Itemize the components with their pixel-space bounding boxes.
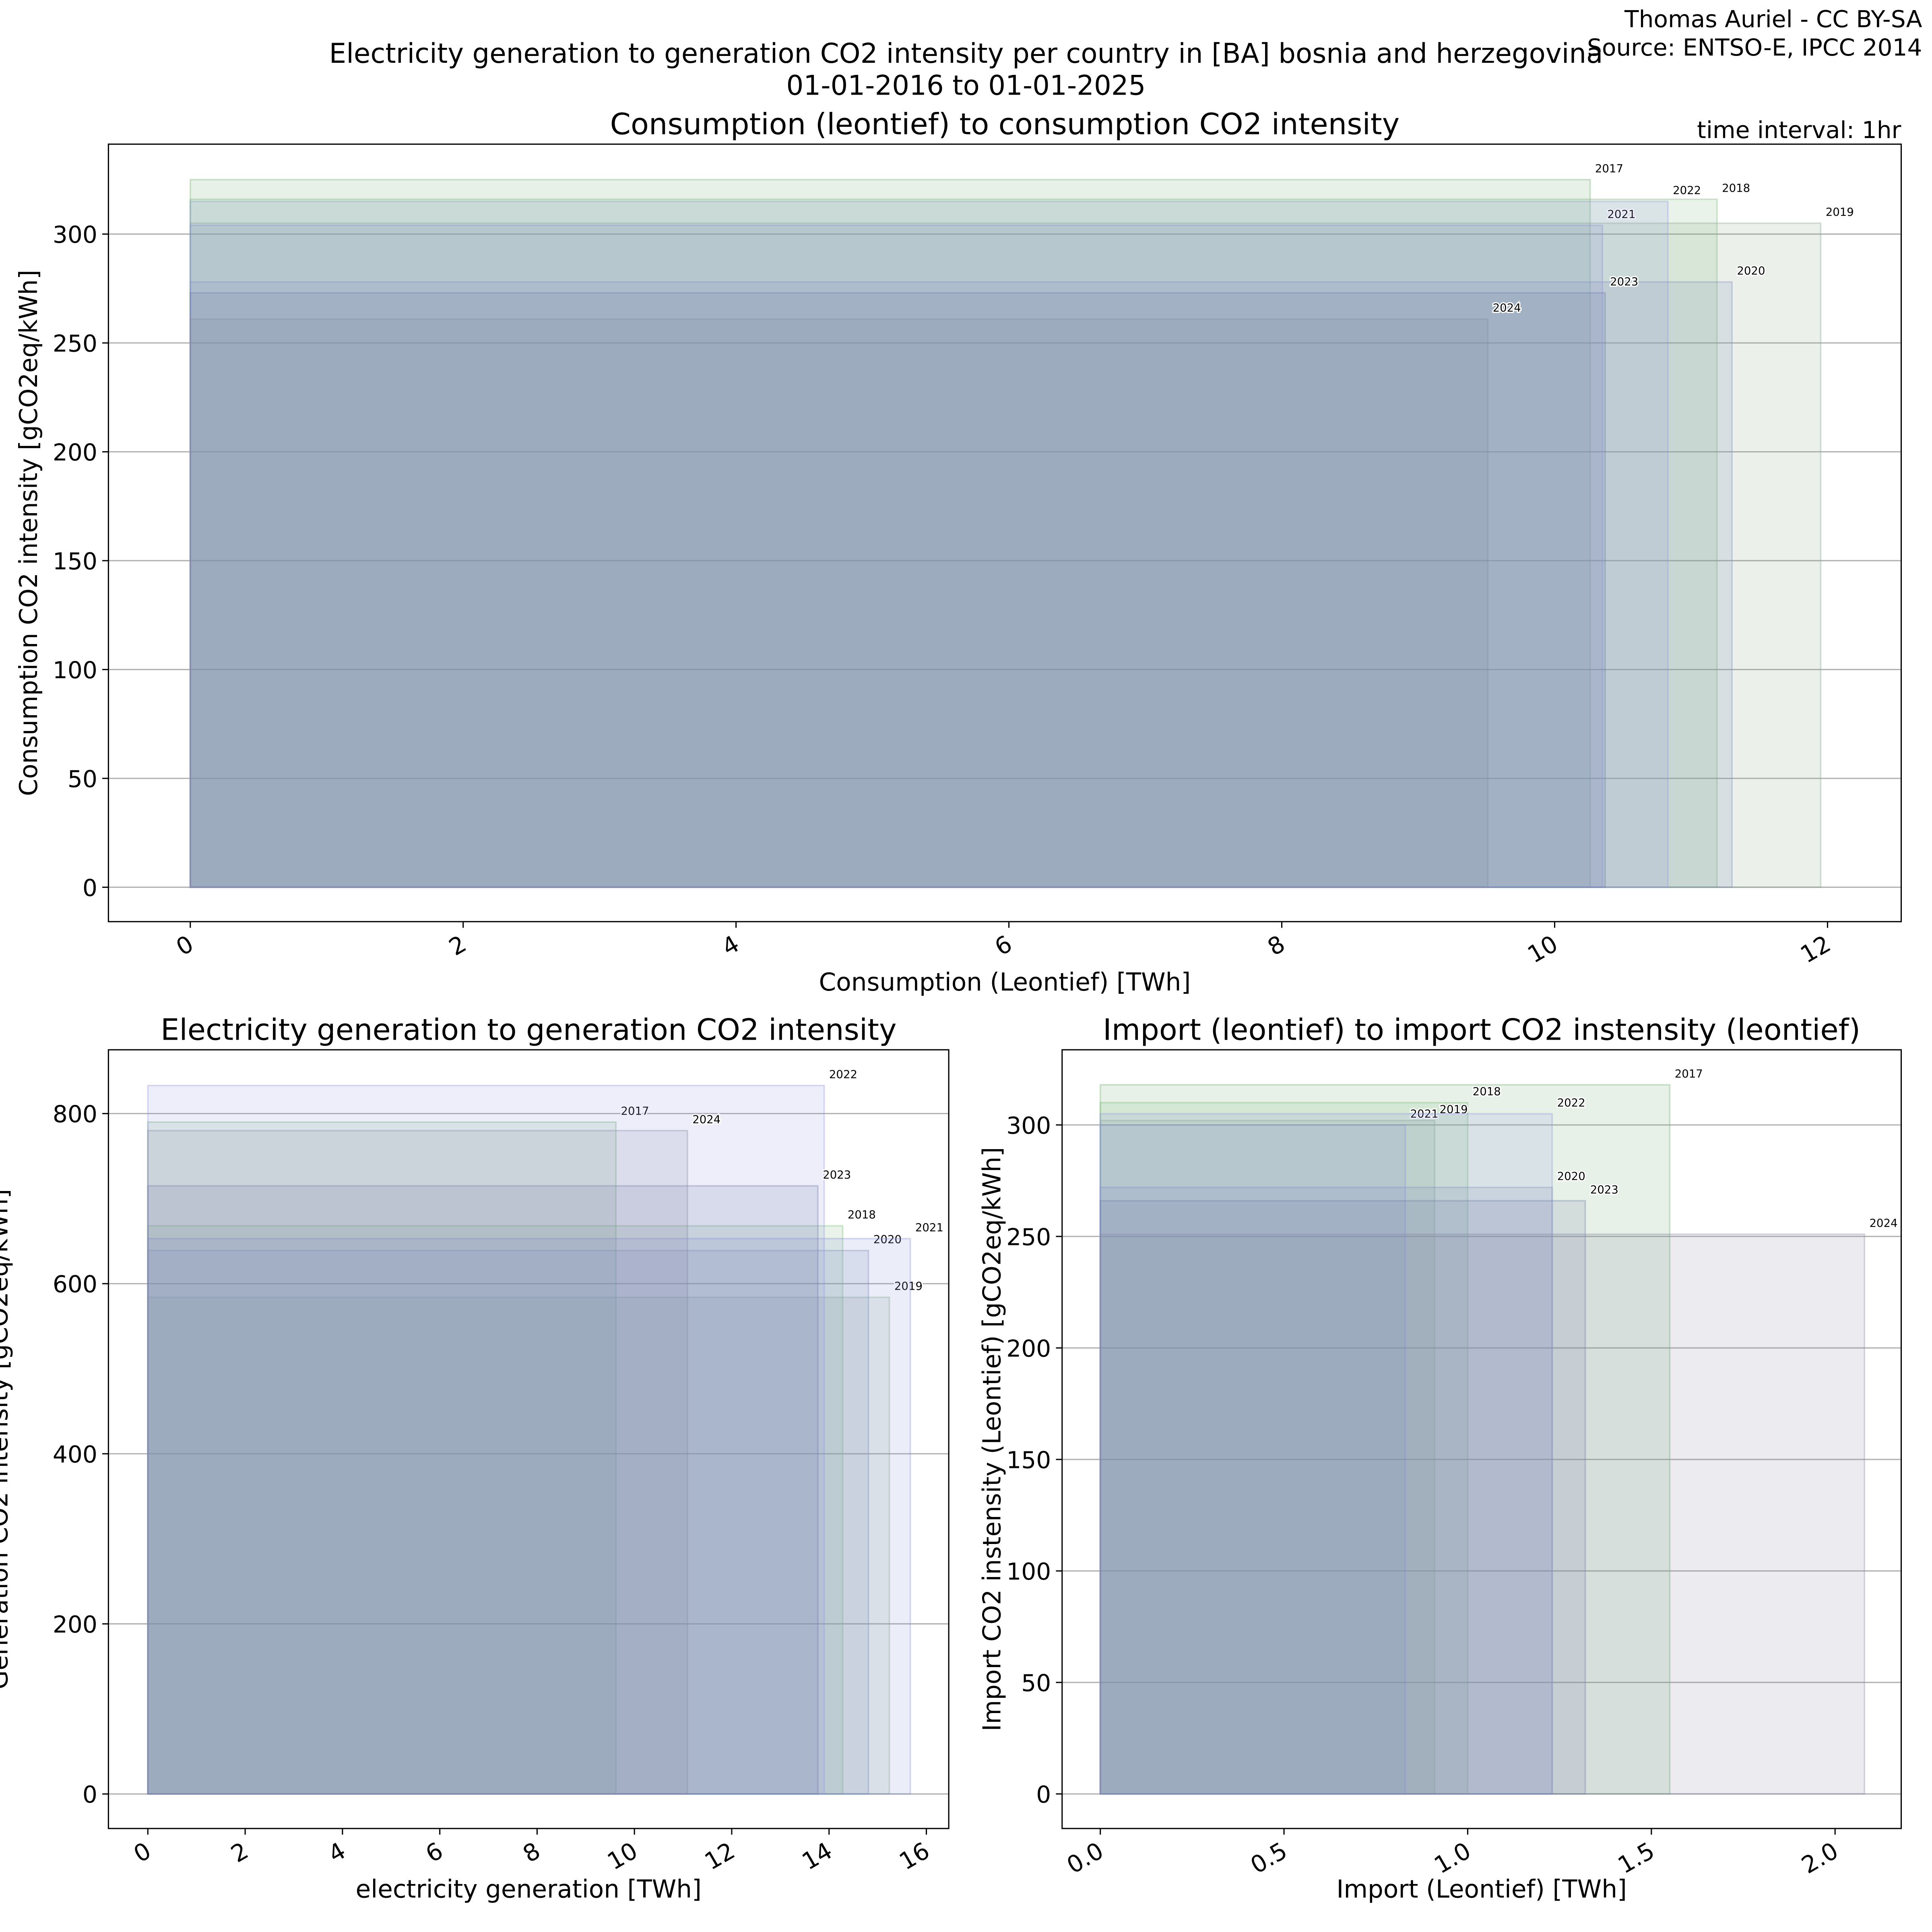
y-axis-label: Generation CO2 intensity [gCO2eq/kWh] — [0, 1189, 13, 1690]
bar-2024 — [1099, 1233, 1866, 1795]
bar-2018 — [1099, 1102, 1469, 1795]
y-axis-label: Consumption CO2 intensity [gCO2eq/kWh] — [14, 270, 43, 796]
bar-2019 — [1099, 1119, 1436, 1795]
bar-2023 — [189, 292, 1606, 888]
chart-title: Consumption (leontief) to consumption CO… — [610, 107, 1400, 142]
bar-2023 — [1099, 1200, 1586, 1795]
bar-label-2019: 2019 — [894, 1280, 923, 1293]
bar-label-2017: 2017 — [1675, 1067, 1703, 1080]
bar-2020 — [147, 1250, 869, 1795]
bar-label-2021: 2021 — [1607, 208, 1635, 221]
bar-2021 — [189, 225, 1603, 888]
suptitle-line2: 01-01-2016 to 01-01-2025 — [786, 70, 1146, 101]
bar-2019 — [147, 1296, 890, 1795]
bar-label-2022: 2022 — [1673, 184, 1701, 197]
y-tick-label: 100 — [1006, 1558, 1051, 1585]
suptitle-line1: Electricity generation to generation CO2… — [329, 37, 1603, 69]
axes-frame — [107, 1049, 949, 1829]
x-axis-label: electricity generation [TWh] — [356, 1875, 702, 1903]
bar-2022 — [189, 200, 1669, 888]
credit-text: Thomas Auriel - CC BY-SA — [1624, 5, 1922, 33]
bar-2018 — [189, 198, 1718, 888]
bar-label-2020: 2020 — [1737, 264, 1765, 277]
bar-label-2024: 2024 — [692, 1113, 720, 1126]
y-tick-label: 0 — [83, 874, 97, 902]
y-tick-label: 150 — [53, 547, 97, 575]
y-tick-label: 0 — [1036, 1781, 1051, 1808]
y-tick-label: 200 — [53, 1611, 97, 1638]
bar-label-2017: 2017 — [621, 1104, 649, 1117]
chart-title: Import (leontief) to import CO2 instensi… — [1103, 1013, 1860, 1047]
bar-label-2020: 2020 — [873, 1233, 902, 1246]
bar-label-2024: 2024 — [1493, 301, 1521, 314]
y-tick-label: 250 — [53, 330, 97, 357]
bar-label-2021: 2021 — [915, 1221, 943, 1234]
y-tick-label: 150 — [1006, 1446, 1051, 1474]
bar-label-2023: 2023 — [1610, 275, 1638, 288]
y-tick-label: 300 — [1006, 1112, 1051, 1139]
bar-label-2018: 2018 — [1722, 182, 1750, 195]
bar-label-2021: 2021 — [1410, 1108, 1439, 1121]
y-axis-label: Import CO2 instensity (Leontief) [gCO2eq… — [978, 1147, 1007, 1732]
axes-frame — [1061, 1049, 1902, 1829]
chart-title: Electricity generation to generation CO2… — [161, 1013, 897, 1047]
y-tick-label: 100 — [53, 656, 97, 684]
bar-label-2023: 2023 — [823, 1168, 851, 1181]
bar-2020 — [1099, 1187, 1553, 1795]
bar-label-2023: 2023 — [1590, 1183, 1618, 1196]
bar-label-2019: 2019 — [1826, 206, 1854, 219]
y-tick-label: 0 — [83, 1781, 97, 1808]
bar-2019 — [189, 222, 1822, 888]
bar-2017 — [1099, 1084, 1671, 1795]
bar-2022 — [147, 1085, 825, 1795]
bar-label-2022: 2022 — [829, 1068, 857, 1081]
source-text: Source: ENTSO-E, IPCC 2014 — [1587, 34, 1922, 61]
bar-2022 — [1099, 1113, 1553, 1795]
y-tick-label: 400 — [53, 1441, 97, 1468]
bar-2024 — [147, 1130, 688, 1795]
y-tick-label: 50 — [68, 765, 97, 793]
bar-label-2017: 2017 — [1595, 162, 1623, 175]
y-tick-label: 200 — [1006, 1335, 1051, 1362]
bar-2023 — [147, 1185, 819, 1795]
x-axis-label: Consumption (Leontief) [TWh] — [819, 968, 1191, 997]
bar-2017 — [147, 1121, 617, 1795]
bar-label-2024: 2024 — [1869, 1217, 1897, 1230]
time-interval-text: time interval: 1hr — [1697, 116, 1901, 144]
bar-2018 — [147, 1225, 844, 1795]
bar-2020 — [189, 281, 1733, 888]
y-tick-label: 600 — [53, 1271, 97, 1298]
y-tick-label: 50 — [1021, 1669, 1051, 1697]
bar-2024 — [189, 318, 1489, 888]
bar-2021 — [147, 1238, 911, 1795]
y-tick-label: 800 — [53, 1100, 97, 1128]
bar-2017 — [189, 179, 1591, 888]
y-tick-label: 300 — [53, 221, 97, 248]
bar-label-2020: 2020 — [1557, 1170, 1585, 1183]
y-tick-label: 200 — [53, 439, 97, 466]
axes-frame — [107, 143, 1902, 923]
y-tick-label: 250 — [1006, 1223, 1051, 1251]
bar-label-2018: 2018 — [848, 1208, 876, 1221]
bar-2021 — [1099, 1124, 1406, 1795]
bar-label-2022: 2022 — [1557, 1096, 1585, 1109]
bar-label-2018: 2018 — [1473, 1085, 1501, 1098]
x-axis-label: Import (Leontief) [TWh] — [1336, 1875, 1627, 1903]
bar-label-2019: 2019 — [1440, 1103, 1468, 1116]
